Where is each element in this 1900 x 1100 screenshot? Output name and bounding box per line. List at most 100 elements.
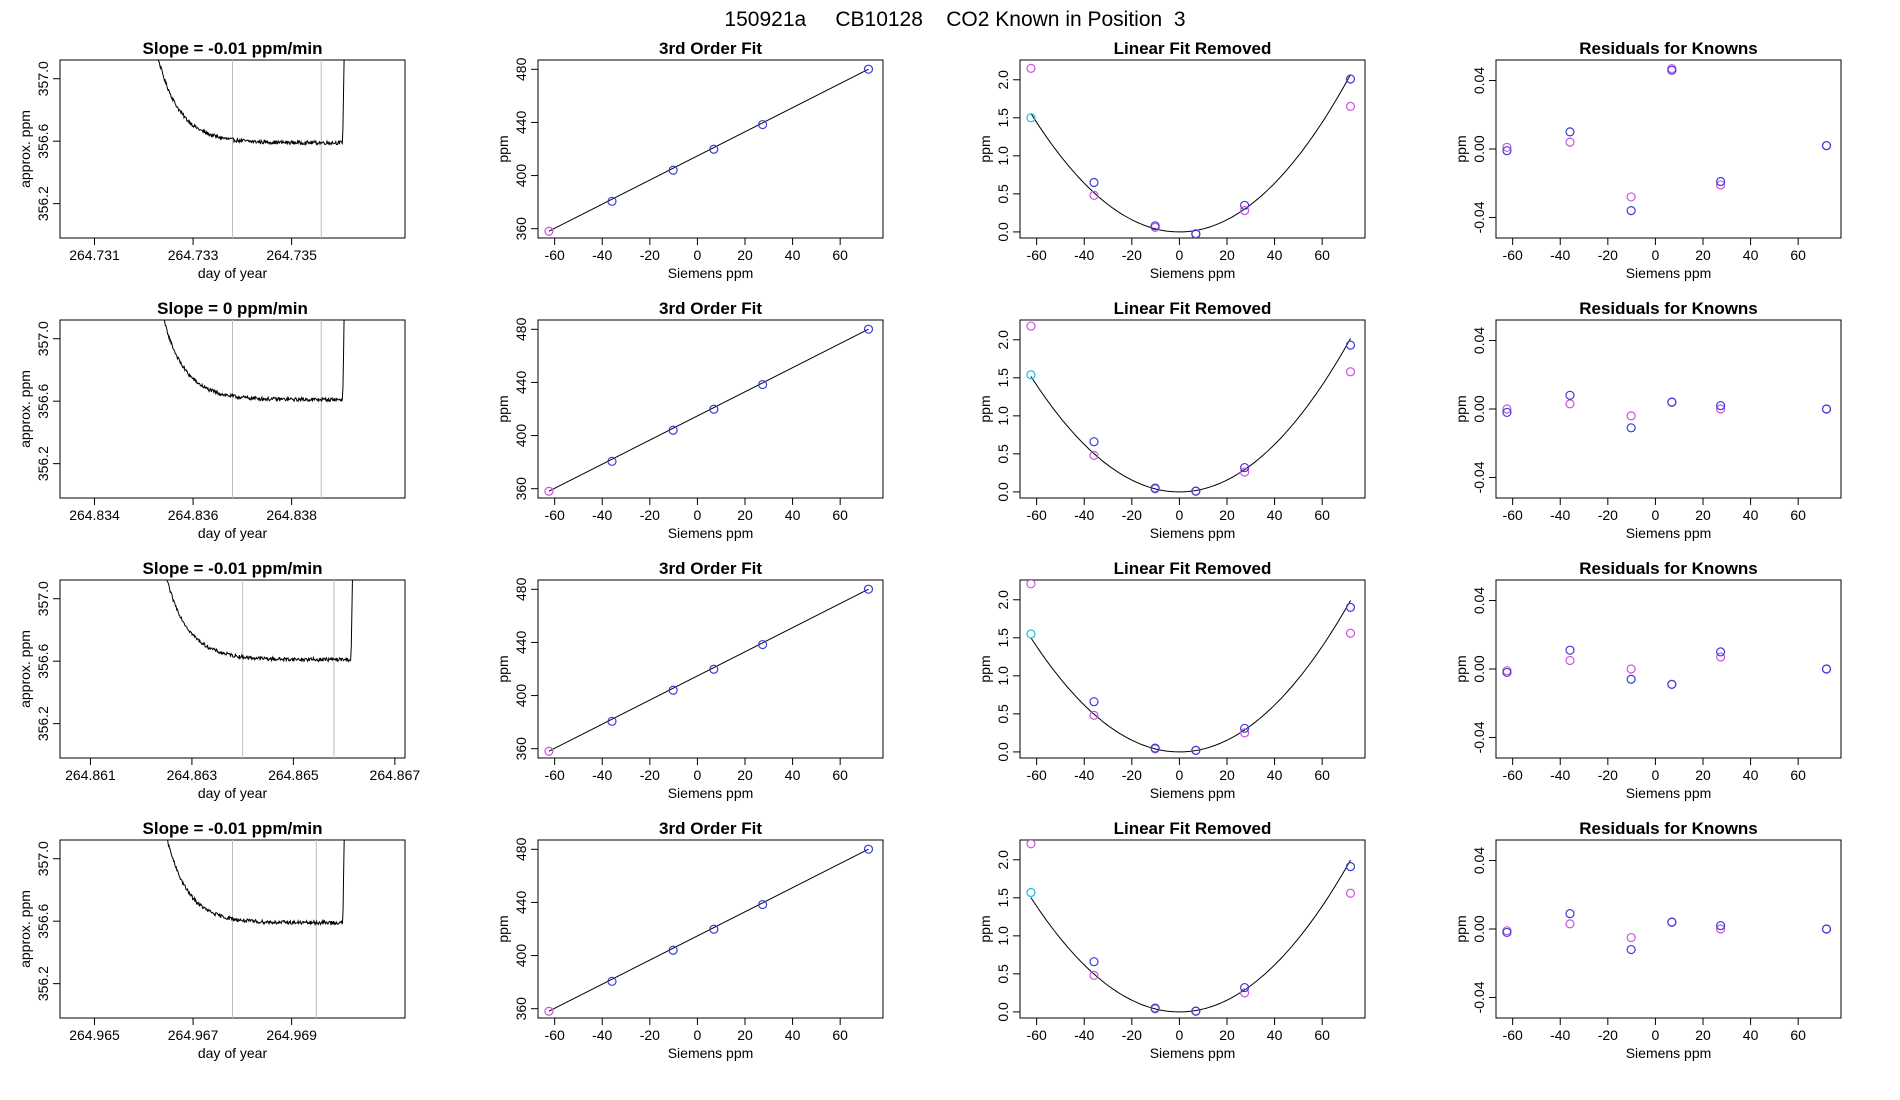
y-axis-label: ppm <box>1453 655 1469 682</box>
x-tick-label: 60 <box>832 247 848 263</box>
x-axis-label: day of year <box>198 525 268 541</box>
y-tick-label: 0.00 <box>1471 395 1487 422</box>
x-tick-label: 264.865 <box>268 767 319 783</box>
y-tick-label: 357.0 <box>35 321 51 356</box>
data-point-magenta <box>1026 321 1036 331</box>
plot-area <box>544 584 874 756</box>
x-tick-label: -60 <box>545 507 565 523</box>
data-point-blue <box>607 716 617 726</box>
plot-area <box>544 844 874 1016</box>
data-point-blue <box>1150 483 1160 493</box>
panel-title: 3rd Order Fit <box>659 559 762 578</box>
x-axis-label: Siemens ppm <box>668 1045 754 1061</box>
x-tick-label: -20 <box>1122 507 1142 523</box>
data-point-magenta <box>544 746 554 756</box>
y-tick-label: 480 <box>513 577 529 601</box>
panel-r0-c1: 3rd Order Fit -60 -40 -20 0 20 40 60 360 400 440 48… <box>495 39 884 281</box>
panel-title: Linear Fit Removed <box>1114 559 1272 578</box>
data-point-blue <box>607 976 617 986</box>
y-tick-label: 0.00 <box>1471 915 1487 942</box>
panel-r2-c0: Slope = -0.01 ppm/min 264.861 264.863 264.8… <box>17 559 420 801</box>
x-tick-label: 40 <box>1267 247 1283 263</box>
data-point-blue <box>1150 743 1160 753</box>
x-tick-label: 60 <box>832 767 848 783</box>
x-tick-label: -20 <box>1122 1027 1142 1043</box>
y-axis-label: ppm <box>495 395 511 422</box>
y-tick-label: 356.6 <box>35 383 51 418</box>
panel-title: Slope = 0 ppm/min <box>157 299 308 318</box>
x-tick-label: -60 <box>545 767 565 783</box>
x-tick-label: -40 <box>1550 1027 1570 1043</box>
y-tick-label: 0.0 <box>995 482 1011 502</box>
y-tick-label: 1.5 <box>995 108 1011 128</box>
y-tick-label: 480 <box>513 57 529 81</box>
y-tick-label: 2.0 <box>995 330 1011 350</box>
y-tick-label: 0.0 <box>995 742 1011 762</box>
x-tick-label: -40 <box>1550 767 1570 783</box>
x-axis-label: Siemens ppm <box>668 785 754 801</box>
plot-area <box>157 60 345 238</box>
data-point-magenta <box>1026 840 1036 849</box>
x-tick-label: -20 <box>640 507 660 523</box>
x-tick-label: 40 <box>785 507 801 523</box>
x-tick-label: -60 <box>545 1027 565 1043</box>
x-tick-label: 264.731 <box>69 247 120 263</box>
data-point-blue <box>1502 407 1512 418</box>
data-point-magenta <box>1240 988 1250 998</box>
data-point-blue <box>1821 924 1832 934</box>
y-tick-label: 0.04 <box>1471 67 1487 94</box>
data-point-blue <box>1667 917 1677 927</box>
data-point-magenta <box>1345 628 1356 638</box>
y-tick-label: 356.2 <box>35 706 51 741</box>
x-tick-label: 264.838 <box>266 507 317 523</box>
plot-frame <box>537 579 884 759</box>
y-tick-label: 0.5 <box>995 444 1011 464</box>
data-point-cyan <box>1026 629 1036 639</box>
data-point-magenta <box>1716 924 1726 934</box>
data-point-magenta <box>1345 888 1356 898</box>
y-tick-label: 356.2 <box>35 446 51 481</box>
y-axis-label: ppm <box>977 135 993 162</box>
y-tick-label: 0.0 <box>995 222 1011 242</box>
panel-r1-c2: Linear Fit Removed -60 -40 -20 0 20 40 60 0.0 0.5… <box>977 299 1366 541</box>
x-tick-label: 40 <box>1743 1027 1759 1043</box>
data-point-blue <box>607 456 617 466</box>
data-point-blue <box>1821 140 1832 151</box>
panel-r0-c2: Linear Fit Removed -60 -40 -20 0 20 40 60 0.0 0.5… <box>977 39 1366 281</box>
panel-r2-c1: 3rd Order Fit -60 -40 -20 0 20 40 60 360 400 440 48… <box>495 559 884 801</box>
y-tick-label: 360 <box>513 217 529 241</box>
ppm-trace-line <box>157 60 345 147</box>
x-tick-label: 264.965 <box>69 1027 120 1043</box>
data-point-magenta <box>544 486 554 496</box>
y-tick-label: 360 <box>513 737 529 761</box>
x-tick-label: 60 <box>1314 507 1330 523</box>
data-point-magenta <box>1089 970 1099 981</box>
y-axis-label: ppm <box>495 135 511 162</box>
data-point-blue <box>1716 647 1726 657</box>
data-point-blue <box>607 196 617 206</box>
panel-title: Residuals for Knowns <box>1579 559 1758 578</box>
y-tick-label: 357.0 <box>35 61 51 96</box>
x-tick-label: 20 <box>1695 507 1711 523</box>
x-tick-label: -40 <box>1074 247 1094 263</box>
data-point-blue <box>1191 229 1201 238</box>
y-tick-label: 356.6 <box>35 123 51 158</box>
plot-area <box>1026 321 1356 496</box>
plot-frame <box>537 839 884 1019</box>
x-tick-label: -20 <box>640 767 660 783</box>
x-tick-label: 20 <box>1695 767 1711 783</box>
x-tick-label: 20 <box>1219 247 1235 263</box>
data-point-magenta <box>1565 655 1575 666</box>
y-tick-label: 1.5 <box>995 628 1011 648</box>
data-point-blue <box>1626 423 1636 433</box>
x-tick-label: 20 <box>1219 767 1235 783</box>
x-axis-label: Siemens ppm <box>1626 1045 1712 1061</box>
x-tick-label: -20 <box>1122 767 1142 783</box>
plot-frame <box>1495 59 1842 239</box>
data-point-blue <box>1821 404 1832 414</box>
x-tick-label: -40 <box>592 247 612 263</box>
panel-r1-c3: Residuals for Knowns -60 -40 -20 0 20 40 60 -0.0… <box>1453 299 1842 541</box>
data-point-magenta <box>1502 142 1512 152</box>
fit-curve <box>1030 600 1351 753</box>
data-point-blue <box>1089 177 1099 188</box>
